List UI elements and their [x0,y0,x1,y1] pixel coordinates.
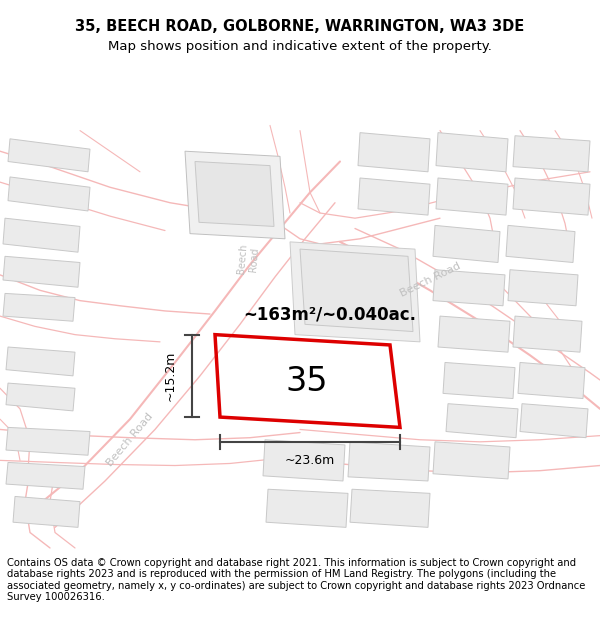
Polygon shape [436,178,508,215]
Polygon shape [6,383,75,411]
Polygon shape [358,178,430,215]
Polygon shape [513,178,590,215]
Text: Beech Road: Beech Road [105,411,155,468]
Text: 35: 35 [285,364,328,398]
Polygon shape [6,347,75,376]
Polygon shape [518,362,585,399]
Polygon shape [3,293,75,321]
Polygon shape [13,496,80,528]
Text: ~163m²/~0.040ac.: ~163m²/~0.040ac. [244,305,416,323]
Polygon shape [195,161,274,226]
Text: ~23.6m: ~23.6m [285,454,335,467]
Polygon shape [520,404,588,437]
Polygon shape [263,440,345,481]
Polygon shape [8,177,90,211]
Polygon shape [300,249,413,331]
Polygon shape [436,132,508,172]
Polygon shape [438,316,510,352]
Polygon shape [443,362,515,399]
Polygon shape [3,218,80,252]
Text: Map shows position and indicative extent of the property.: Map shows position and indicative extent… [108,40,492,52]
Polygon shape [513,316,582,352]
Polygon shape [513,136,590,172]
Polygon shape [348,442,430,481]
Polygon shape [506,226,575,262]
Polygon shape [433,270,505,306]
Polygon shape [350,489,430,528]
Polygon shape [6,428,90,455]
Polygon shape [433,226,500,262]
Polygon shape [508,270,578,306]
Polygon shape [358,132,430,172]
Polygon shape [6,462,85,489]
Polygon shape [3,256,80,288]
Polygon shape [266,489,348,528]
Text: Contains OS data © Crown copyright and database right 2021. This information is : Contains OS data © Crown copyright and d… [7,558,586,602]
Polygon shape [8,139,90,172]
Text: Beech Road: Beech Road [398,261,462,299]
Polygon shape [433,442,510,479]
Text: 35, BEECH ROAD, GOLBORNE, WARRINGTON, WA3 3DE: 35, BEECH ROAD, GOLBORNE, WARRINGTON, WA… [76,19,524,34]
Text: ~15.2m: ~15.2m [163,351,176,401]
Polygon shape [446,404,518,437]
Text: Beech
Road: Beech Road [236,243,260,276]
Polygon shape [185,151,285,239]
Polygon shape [290,242,420,342]
